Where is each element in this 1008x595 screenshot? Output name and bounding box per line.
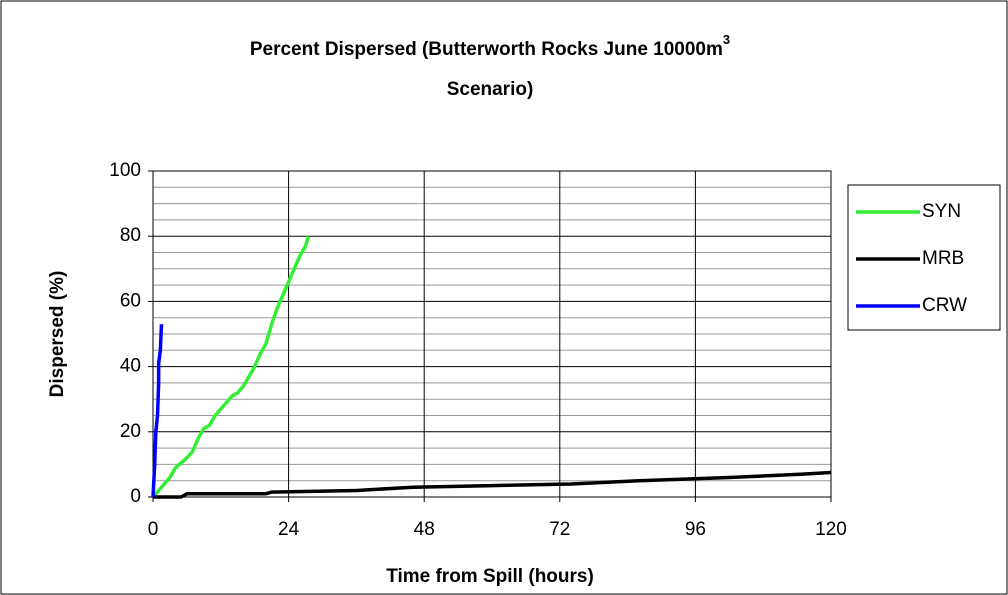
y-tick-label: 20: [120, 421, 141, 442]
series-line: [153, 470, 832, 499]
x-tick-label: 0: [148, 519, 159, 540]
x-tick-label: 96: [685, 519, 706, 540]
legend-label: CRW: [922, 295, 967, 316]
y-tick-label: 0: [130, 486, 141, 507]
y-tick-label: 100: [109, 160, 141, 181]
title-sup: 3: [723, 32, 730, 47]
x-tick-label: 48: [414, 519, 435, 540]
y-tick-label: 60: [120, 290, 141, 311]
chart-title-line2: Scenario): [447, 79, 534, 100]
legend-label: MRB: [922, 248, 964, 269]
series-line: [151, 235, 311, 499]
legend-label: SYN: [922, 201, 961, 222]
x-tick-label: 120: [815, 519, 847, 540]
title-part: Percent Dispersed (Butterworth Rocks Jun…: [250, 39, 723, 60]
x-tick-label: 24: [278, 519, 300, 540]
y-axis-label: Dispersed (%): [47, 271, 68, 398]
y-tick-label: 40: [120, 356, 141, 377]
chart-title: Percent Dispersed (Butterworth Rocks Jun…: [250, 32, 730, 60]
x-tick-label: 72: [549, 519, 570, 540]
x-axis-label: Time from Spill (hours): [386, 566, 594, 587]
series-line: [151, 324, 164, 498]
y-tick-label: 80: [120, 225, 141, 246]
